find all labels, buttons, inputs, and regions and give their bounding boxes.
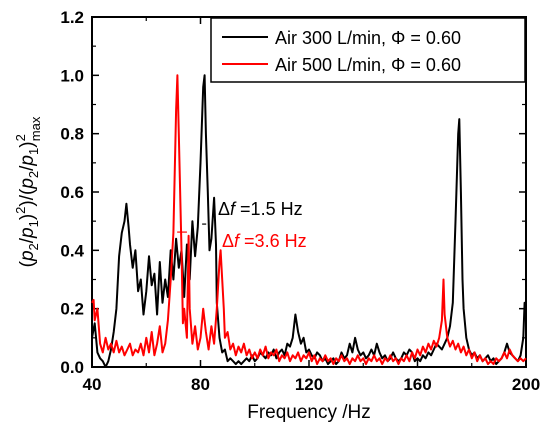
x-tick-label: 80 [191,375,210,394]
x-tick-label: 40 [83,375,102,394]
x-tick-label: 160 [403,375,431,394]
legend-label-black: Air 300 L/min, Φ = 0.60 [275,28,461,48]
x-tick-label: 200 [512,375,540,394]
y-tick-label: 1.2 [60,8,84,27]
y-tick-label: 0.2 [60,300,84,319]
series-layer [91,74,527,368]
y-tick-label: 0.8 [60,125,84,144]
y-tick-label: 0.6 [60,183,84,202]
tick-labels: 40 80 120 160 200 0.0 0.2 0.4 0.6 0.8 1.0 1.2 [60,8,540,394]
annotation-black: Δf =1.5 Hz [202,199,303,225]
y-tick-label: 0.4 [60,241,84,260]
y-tick-label: 1.0 [60,66,84,85]
legend: Air 300 L/min, Φ = 0.60 Air 500 L/min, Φ… [210,17,526,83]
y-axis-label: (p2/p1)2)/(p2/p1)2max [13,116,43,267]
annotation-red: Δf =3.6 Hz [177,231,307,251]
annotation-text-red: Δf =3.6 Hz [222,231,307,251]
x-tick-label: 120 [295,375,323,394]
annotation-text-black: Δf =1.5 Hz [218,199,303,219]
series-line-black [91,74,527,368]
legend-box [210,17,526,83]
series-line-red [91,74,527,366]
tick-marks [91,16,527,368]
legend-label-red: Air 500 L/min, Φ = 0.60 [275,55,461,75]
x-axis-label: Frequency /Hz [247,402,371,423]
y-tick-label: 0.0 [60,358,84,377]
